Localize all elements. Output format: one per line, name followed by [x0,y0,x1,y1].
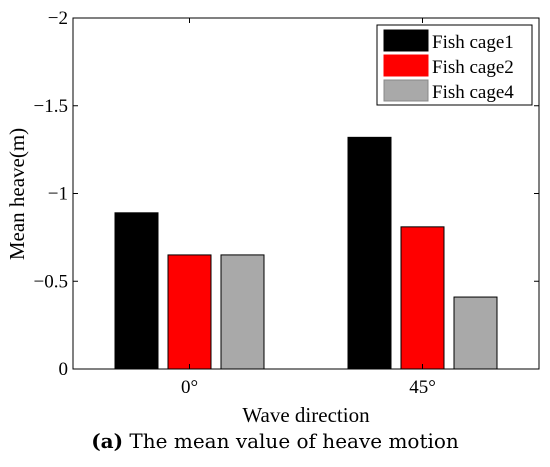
y-tick-label: 0 [59,359,69,380]
legend-label-2: Fish cage2 [432,57,514,78]
ticks-layer: 0 −0.5 −1 −1.5 −2 0° 45° [34,8,539,398]
legend-swatch-3 [383,79,429,102]
legend-swatch-1 [383,29,429,52]
bar-fish-cage2-1 [167,254,212,370]
caption-label: (a) [91,429,123,453]
bars-layer [114,136,498,370]
y-tick-label: −1 [48,184,68,205]
bar-fish-cage4-1 [220,254,265,370]
legend-label-3: Fish cage4 [432,82,514,103]
x-tick-label: 45° [409,377,436,398]
legend-swatch-2 [383,54,429,77]
x-tick-label: 0° [181,377,198,398]
bar-fish-cage2-2 [400,226,445,370]
legend-label-1: Fish cage1 [432,32,514,53]
x-axis-title: Wave direction [242,403,370,427]
bar-fish-cage1-2 [347,136,392,370]
y-tick-label: −2 [48,8,68,29]
y-tick-label: −0.5 [34,271,68,292]
legend: Fish cage1 Fish cage2 Fish cage4 [376,24,533,106]
figure-caption: (a) The mean value of heave motion [91,429,459,453]
bar-fish-cage1-1 [114,212,159,370]
bar-fish-cage4-2 [453,296,498,370]
caption-text: The mean value of heave motion [123,429,459,453]
y-tick-label: −1.5 [34,96,68,117]
y-axis-title: Mean heave(m) [5,128,29,260]
